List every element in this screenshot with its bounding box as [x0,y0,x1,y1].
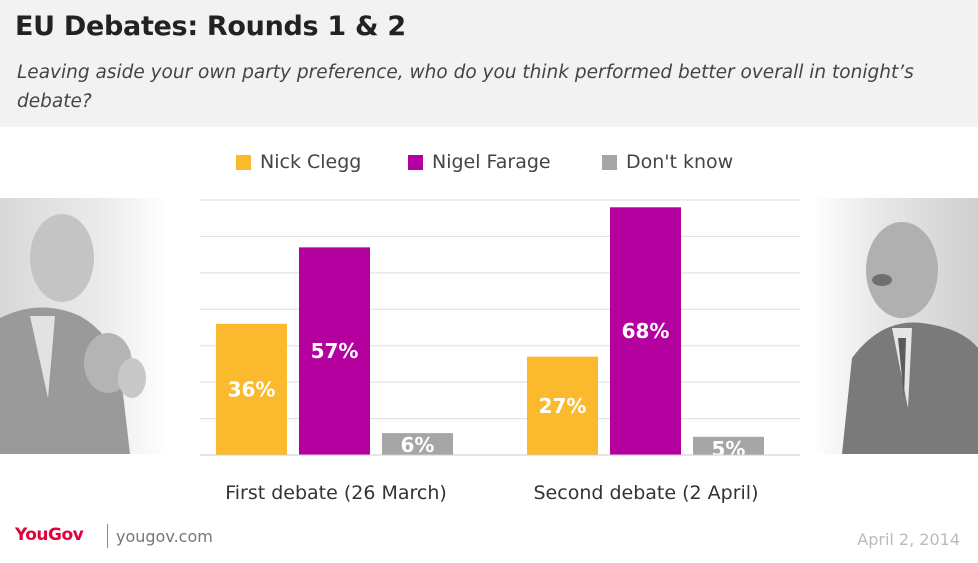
data-label-nigel-farage-first-debate: 57% [311,339,359,363]
person-photo-icon [812,198,978,454]
legend-label-dont-know: Don't know [626,151,734,173]
footer-url: yougov.com [116,527,213,546]
legend-label-nigel-farage: Nigel Farage [432,151,551,173]
bar-nigel-farage-first-debate [299,247,370,455]
legend: Nick Clegg Nigel Farage Don't know [0,146,978,178]
gridlines [200,199,800,420]
bar-dont-know-second-debate [693,436,764,455]
data-label-nick-clegg-first-debate: 36% [228,377,276,401]
bar-nick-clegg-first-debate [216,323,287,455]
chart-subtitle: Leaving aside your own party preference,… [17,62,914,112]
bar-labels: 36% 57% 6% 27% 68% 5% [228,319,746,461]
legend-item-nigel-farage: Nigel Farage [408,146,551,178]
bar-dont-know-first-debate [382,433,453,455]
header: EU Debates: Rounds 1 & 2 Leaving aside y… [0,0,978,127]
data-label-nick-clegg-second-debate: 27% [539,394,587,418]
bars [216,207,764,455]
person-photo-icon [0,198,168,454]
chart-title: EU Debates: Rounds 1 & 2 [15,11,406,42]
legend-swatch-dont-know [602,154,617,170]
legend-label-nick-clegg: Nick Clegg [260,151,362,173]
data-label-nigel-farage-second-debate: 68% [622,319,670,343]
category-label-second-debate: Second debate (2 April) [534,482,759,504]
legend-item-nick-clegg: Nick Clegg [236,146,361,178]
yougov-logo: YouGov [15,525,84,545]
data-label-dont-know-second-debate: 5% [712,437,746,461]
footer-date: April 2, 2014 [857,530,960,549]
legend-swatch-nick-clegg [236,154,251,170]
legend-item-dont-know: Don't know [602,146,733,178]
legend-swatch-nigel-farage [408,154,423,170]
category-label-first-debate: First debate (26 March) [225,482,447,504]
bar-nick-clegg-second-debate [527,356,598,455]
data-label-dont-know-first-debate: 6% [401,433,435,457]
footer-divider [107,524,108,548]
bar-nigel-farage-second-debate [610,207,681,455]
